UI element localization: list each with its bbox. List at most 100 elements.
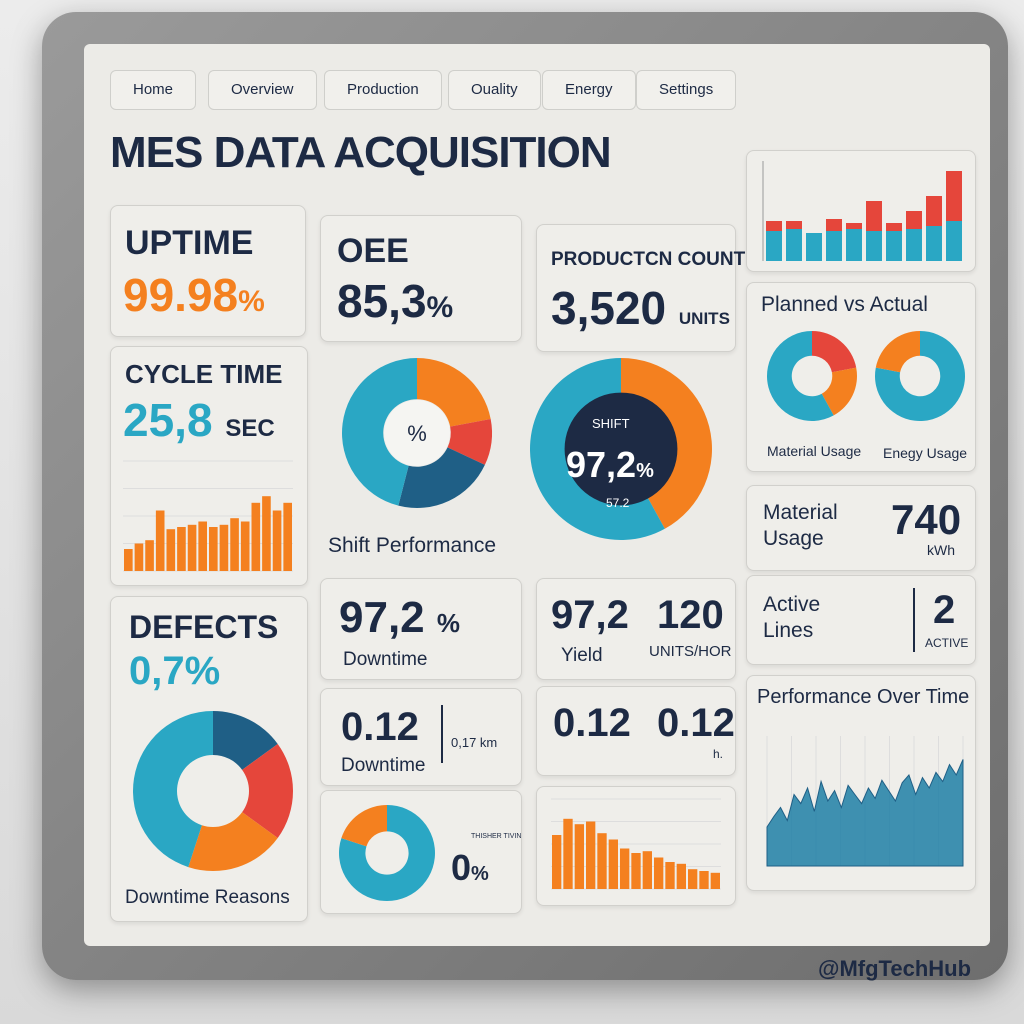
kpi-label: Active Lines: [763, 593, 821, 642]
kpi-label: DEFECTS: [129, 609, 279, 645]
divider: [441, 705, 443, 763]
kpi-value: 0.12: [341, 705, 419, 749]
chart-card: [536, 786, 736, 906]
bar-segment: [926, 196, 942, 226]
donut: [133, 711, 293, 871]
bar-segment: [766, 221, 782, 231]
chart-card: [746, 150, 976, 272]
value: 0: [451, 847, 472, 888]
nav-tab[interactable]: Energy: [542, 70, 636, 110]
nav-tab[interactable]: Production: [324, 70, 442, 110]
donut-value: 97,2%: [566, 444, 654, 486]
bar: [198, 521, 207, 571]
bar-segment: [846, 223, 862, 229]
bar-segment: [866, 201, 882, 231]
bar: [586, 821, 596, 889]
bar: [574, 824, 584, 889]
nav-tab[interactable]: Settings: [636, 70, 737, 110]
bar: [710, 872, 720, 889]
kpi-card: PRODUCTCN COUNT 3,520 UNITS: [536, 224, 745, 352]
bar: [272, 510, 282, 571]
unit: UNITS: [678, 309, 730, 328]
bar-segment: [826, 231, 842, 261]
kpi-label: OEE: [337, 232, 409, 270]
donut-segment: [213, 711, 278, 770]
bar-segment: [806, 233, 822, 261]
donut-segment: [133, 711, 213, 868]
unit: kWh: [927, 542, 955, 558]
kpi-card: UPTIME 99.98%: [110, 205, 306, 337]
kpi-card: DEFECTS 0,7% Downtime Reasons: [110, 596, 308, 922]
area: [766, 759, 964, 867]
chart: [123, 460, 293, 572]
kpi-card: 97,2 % Downtime: [320, 578, 522, 680]
bar: [699, 871, 709, 889]
bar: [642, 851, 652, 889]
bar: [219, 524, 229, 571]
bar-segment: [786, 221, 802, 229]
donut: [875, 331, 965, 421]
bar: [134, 543, 144, 571]
donut-segment: [417, 358, 491, 427]
value: 3,520: [551, 282, 667, 334]
donut-segment: [341, 805, 387, 847]
kpi-card: THISHER TIVIN 0%: [320, 790, 522, 914]
bar-segment: [906, 211, 922, 229]
donut-label: SHIFT: [592, 416, 630, 431]
kpi-card: Material Usage 740 kWh: [746, 485, 976, 571]
donut-sub: 57.2: [606, 496, 630, 510]
unit: %: [471, 863, 489, 885]
nav-tab[interactable]: Overview: [208, 70, 317, 110]
bar-segment: [786, 229, 802, 261]
bar: [155, 510, 165, 571]
bar-segment: [866, 231, 882, 261]
unit: SEC: [225, 415, 275, 442]
unit: UNITS/HOR: [649, 643, 732, 660]
bar: [631, 853, 641, 889]
chart: [766, 736, 964, 867]
bar-segment: [946, 171, 962, 221]
bar: [283, 502, 292, 571]
chart: [762, 161, 962, 261]
bar-segment: [946, 221, 962, 261]
value: 99.98: [123, 269, 239, 321]
kpi-label: CYCLE TIME: [125, 359, 283, 389]
bar: [177, 527, 186, 571]
kpi-label: Yield: [561, 645, 603, 666]
donut-label: Enegy Usage: [883, 445, 968, 461]
bar: [230, 518, 239, 571]
kpi-value: 0.12: [657, 701, 735, 745]
unit: h.: [713, 747, 724, 761]
value: 25,8: [123, 394, 213, 446]
kpi-value: 0.12: [553, 701, 631, 745]
value: 97,2: [566, 444, 637, 485]
nav-tab[interactable]: Home: [110, 70, 197, 110]
kpi-label: PRODUCTCN COUNT: [551, 249, 746, 270]
bar: [665, 862, 675, 889]
bar: [654, 857, 664, 889]
unit: ACTIVE: [925, 636, 969, 650]
kpi-value: 120: [657, 593, 724, 637]
donut-segment: [188, 812, 278, 871]
donut: %: [342, 358, 492, 508]
donut: [530, 358, 712, 540]
kpi-value: 25,8 SEC: [123, 393, 275, 447]
bar: [563, 818, 573, 889]
donut-hole: [564, 392, 678, 506]
bar: [262, 496, 271, 571]
kpi-label: Downtime: [343, 649, 428, 670]
donut: [339, 805, 435, 901]
donut-hole: [384, 400, 450, 466]
card-title: Planned vs Actual: [761, 293, 928, 316]
kpi-value: 0,7%: [129, 649, 221, 693]
kpi-value: 3,520 UNITS: [551, 281, 730, 335]
unit: %: [238, 285, 265, 318]
donut-segment: [398, 447, 485, 508]
bar: [187, 524, 197, 571]
donut-segment: [875, 331, 920, 373]
bar-segment: [886, 231, 902, 261]
kpi-card: 0.12 Downtime 0,17 km: [320, 688, 522, 786]
bar: [608, 839, 618, 889]
nav-tab[interactable]: Ouality: [448, 70, 541, 110]
